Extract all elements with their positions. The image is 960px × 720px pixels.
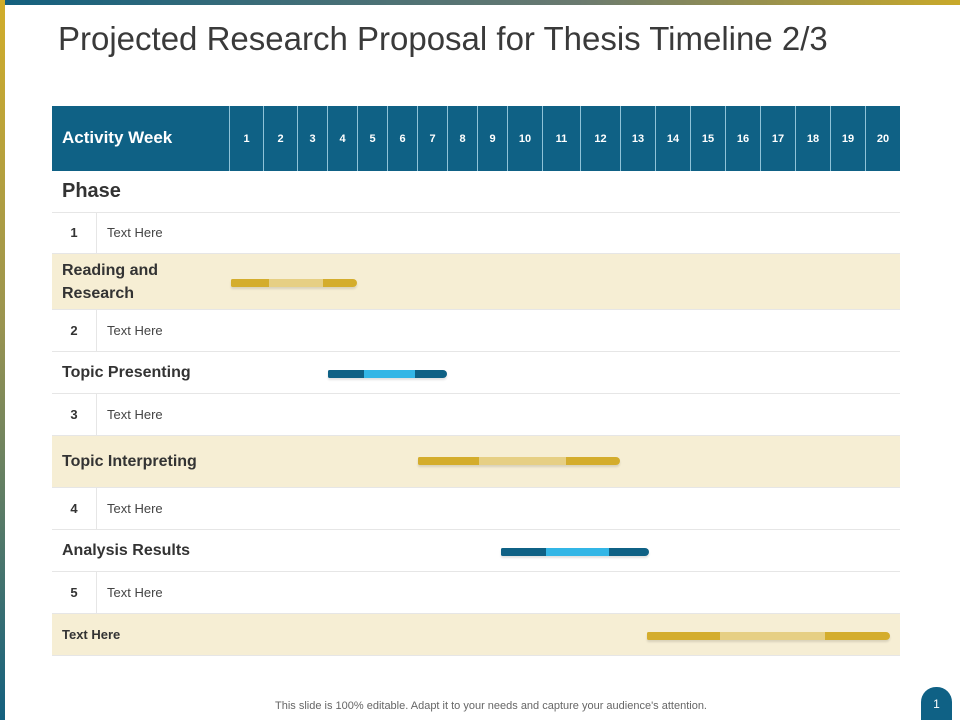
table-row: 2 Text Here <box>52 310 900 352</box>
week-20-header: 20 <box>865 106 900 171</box>
week-18-header: 18 <box>795 106 830 171</box>
page-number-badge: 1 <box>921 687 952 720</box>
phase-header-row: Phase <box>52 171 900 213</box>
row-number: 4 <box>52 488 97 529</box>
gantt-bar <box>231 279 357 287</box>
table-row: 3 Text Here <box>52 394 900 436</box>
activity-week-label: Activity Week <box>62 128 173 147</box>
phase-name: Analysis Results <box>62 542 191 559</box>
table-row: 5 Text Here <box>52 572 900 614</box>
week-8-header: 8 <box>447 106 477 171</box>
week-5-header: 5 <box>357 106 387 171</box>
table-header: Activity Week 1 2 3 4 5 6 7 8 9 10 11 12 13 14 15 16 17 1… <box>52 106 900 171</box>
phase-row: Topic Interpreting <box>52 436 900 488</box>
row-text: Text Here <box>107 323 163 338</box>
table-row: 1 Text Here <box>52 212 900 254</box>
row-number: 3 <box>52 394 97 435</box>
week-12-header: 12 <box>580 106 620 171</box>
week-19-header: 19 <box>830 106 865 171</box>
row-text: Text Here <box>107 501 163 516</box>
week-10-header: 10 <box>507 106 542 171</box>
week-11-header: 11 <box>542 106 580 171</box>
phase-name: Topic Presenting <box>62 364 191 381</box>
gantt-bar <box>501 548 649 556</box>
phase-row: Topic Presenting <box>52 352 900 394</box>
top-accent-bar <box>0 0 960 5</box>
phase-name: Topic Interpreting <box>62 453 197 470</box>
gantt-bar <box>418 457 620 465</box>
week-9-header: 9 <box>477 106 507 171</box>
week-1-header: 1 <box>229 106 263 171</box>
phase-row: Analysis Results <box>52 530 900 572</box>
left-accent-bar <box>0 0 5 720</box>
week-6-header: 6 <box>387 106 417 171</box>
week-14-header: 14 <box>655 106 690 171</box>
phase-row: Text Here <box>52 614 900 656</box>
week-15-header: 15 <box>690 106 725 171</box>
footer-note: This slide is 100% editable. Adapt it to… <box>275 700 707 712</box>
phase-name: Reading and Research <box>62 262 159 302</box>
week-7-header: 7 <box>417 106 447 171</box>
row-text: Text Here <box>107 407 163 422</box>
phase-label: Phase <box>62 180 121 202</box>
gantt-bar <box>647 632 890 640</box>
week-3-header: 3 <box>297 106 327 171</box>
week-4-header: 4 <box>327 106 357 171</box>
week-17-header: 17 <box>760 106 795 171</box>
week-13-header: 13 <box>620 106 655 171</box>
row-text: Text Here <box>107 585 163 600</box>
gantt-bar <box>328 370 447 378</box>
page-title: Projected Research Proposal for Thesis T… <box>58 20 828 57</box>
phase-row: Reading and Research <box>52 254 900 310</box>
week-16-header: 16 <box>725 106 760 171</box>
week-2-header: 2 <box>263 106 297 171</box>
row-text: Text Here <box>107 225 163 240</box>
row-number: 2 <box>52 310 97 351</box>
row-number: 5 <box>52 572 97 613</box>
table-row: 4 Text Here <box>52 488 900 530</box>
phase-name: Text Here <box>62 627 121 642</box>
row-number: 1 <box>52 212 97 253</box>
